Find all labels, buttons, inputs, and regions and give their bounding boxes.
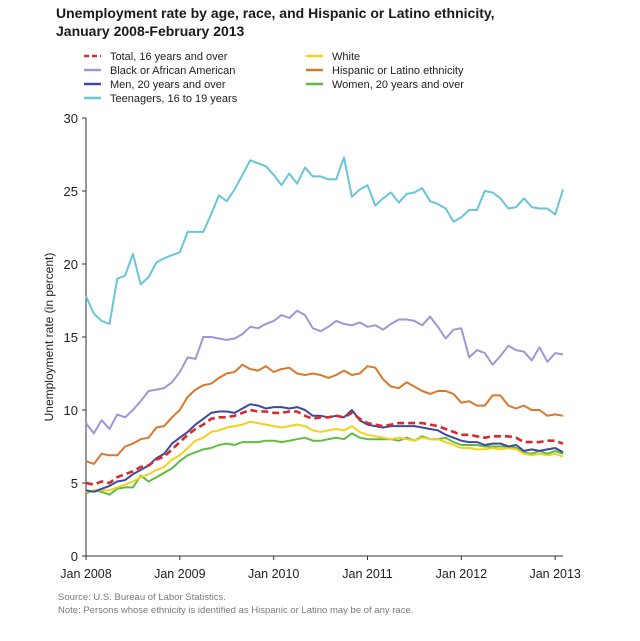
- legend-label-hispanic-or-latino-ethnicity: Hispanic or Latino ethnicity: [332, 65, 464, 77]
- y-axis-label: Unemployment rate (in percent): [42, 253, 56, 422]
- footer: Source: U.S. Bureau of Labor Statistics.…: [58, 591, 413, 617]
- legend: Total, 16 years and over White Black or Af…: [84, 51, 464, 105]
- series-line-black-or-african-american: [85, 309, 564, 435]
- y-tick-label: 0: [71, 549, 78, 564]
- legend-label-total-16-years-and-over: Total, 16 years and over: [110, 51, 228, 63]
- legend-label-men-20-years-and-over: Men, 20 years and over: [110, 79, 226, 91]
- x-tick-label: Jan 2013: [529, 567, 580, 581]
- x-axis: Jan 2008 Jan 2009 Jan 2010 Jan 2011 Jan 2012…: [60, 555, 581, 581]
- series-line-men-20-years-and-over: [85, 403, 564, 493]
- plot-series: [85, 156, 564, 496]
- series-line-total-16-years-and-over: [85, 408, 564, 486]
- ethnicity-note: Note: Persons whose ethnicity is identif…: [58, 605, 414, 616]
- legend-label-white: White: [332, 51, 360, 63]
- legend-label-women-20-years-and-over: Women, 20 years and over: [332, 79, 464, 91]
- y-tick-label: 5: [71, 476, 78, 491]
- chart-title-line-1: Unemployment rate by age, race, and Hisp…: [56, 5, 495, 21]
- source-note: Source: U.S. Bureau of Labor Statistics.: [58, 592, 226, 603]
- chart-title-line-2: January 2008-February 2013: [56, 23, 245, 39]
- x-tick-label: Jan 2008: [60, 567, 111, 581]
- y-tick-label: 20: [64, 257, 78, 272]
- series-line-white: [85, 420, 564, 493]
- legend-label-black-or-african-american: Black or African American: [110, 65, 235, 77]
- y-tick-label: 30: [64, 111, 78, 126]
- series-line-teenagers-16-to-19-years: [85, 156, 564, 325]
- legend-label-teenagers-16-to-19-years: Teenagers, 16 to 19 years: [110, 93, 238, 105]
- chart-title: Unemployment rate by age, race, and Hisp…: [56, 4, 616, 40]
- x-tick-label: Jan 2012: [436, 567, 487, 581]
- x-tick-label: Jan 2011: [342, 567, 393, 581]
- y-tick-label: 15: [64, 330, 78, 345]
- series-line-women-20-years-and-over: [85, 432, 564, 496]
- y-tick-label: 25: [64, 184, 78, 199]
- y-tick-label: 10: [64, 403, 78, 418]
- series-line-hispanic-or-latino-ethnicity: [85, 363, 564, 465]
- x-tick-label: Jan 2009: [154, 567, 205, 581]
- y-axis: 0 5 10 15 20 25 30: [64, 111, 87, 564]
- x-tick-label: Jan 2010: [248, 567, 299, 581]
